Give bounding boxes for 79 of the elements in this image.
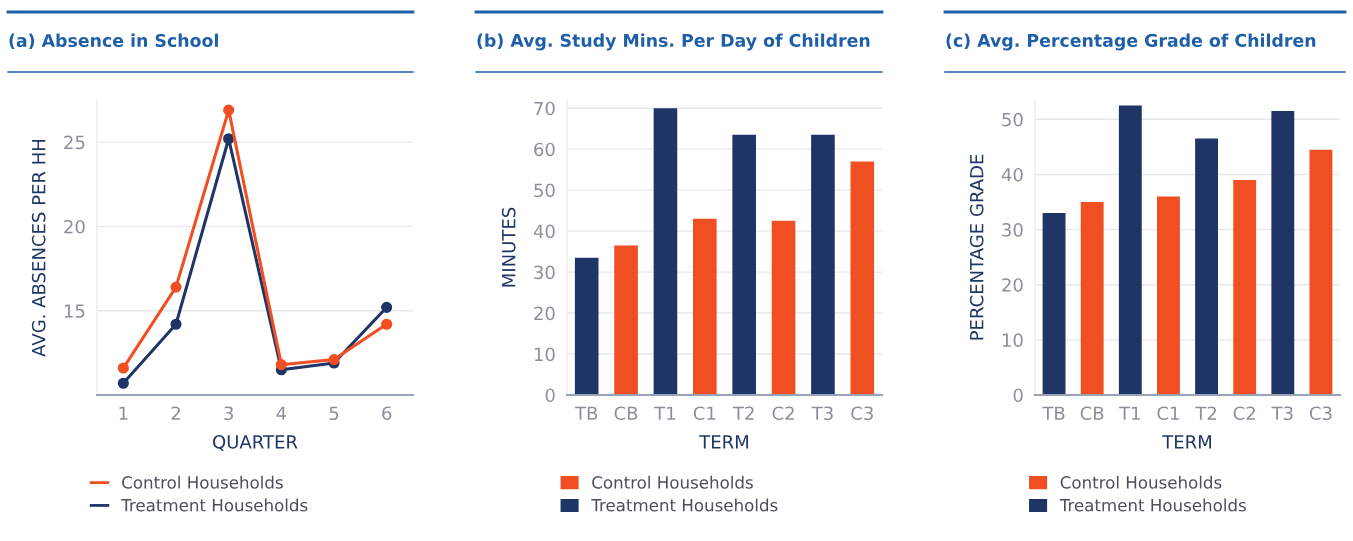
- point: [117, 377, 129, 389]
- bar: [1233, 179, 1257, 395]
- x-tick-label: T3: [1271, 406, 1293, 421]
- bar: [1309, 149, 1333, 395]
- bar: [1195, 138, 1218, 395]
- point: [223, 104, 235, 116]
- y-axis-title: MINUTES: [501, 207, 516, 287]
- y-tick-label: 50: [1002, 112, 1023, 127]
- y-axis-title: AVG. ABSENCES PER HH: [31, 139, 46, 357]
- y-tick-label: 15: [64, 304, 85, 318]
- bar: [653, 108, 678, 395]
- legend-label: Treatment Households: [591, 498, 778, 512]
- y-tick-label: 50: [534, 183, 555, 198]
- x-tick-label: C2: [1233, 406, 1255, 421]
- legend-label: Control Households: [1060, 475, 1222, 489]
- y-tick-label: 20: [64, 219, 85, 234]
- x-tick-label: CB: [614, 406, 638, 421]
- x-tick-label: T3: [811, 406, 833, 421]
- bar: [1271, 111, 1295, 395]
- x-tick-label: C2: [772, 406, 794, 421]
- bar: [574, 257, 599, 395]
- chart-title: (a) Absence in School: [9, 33, 218, 50]
- bar: [850, 161, 875, 395]
- bar: [1042, 213, 1066, 395]
- x-tick-label: CB: [1080, 406, 1104, 421]
- y-tick-label: 25: [64, 135, 85, 150]
- x-tick-label: TB: [574, 406, 598, 420]
- y-tick-label: 40: [533, 224, 555, 239]
- x-tick-label: TB: [1042, 406, 1065, 420]
- x-tick-label: T1: [1119, 406, 1140, 420]
- y-tick-label: 20: [534, 306, 555, 321]
- y-tick-label: 30: [1002, 223, 1023, 237]
- bar: [614, 245, 638, 395]
- bar: [1080, 202, 1104, 395]
- y-tick-label: 10: [534, 347, 555, 362]
- point: [381, 301, 393, 313]
- chart-title: (b) Avg. Study Mins. Per Day of Children: [477, 33, 870, 51]
- y-tick-label: 10: [1002, 333, 1023, 347]
- x-axis-title: TERM: [699, 435, 749, 449]
- bar: [693, 218, 717, 395]
- point: [170, 281, 182, 293]
- x-tick-label: C3: [1309, 406, 1332, 421]
- x-tick-label: 4: [276, 406, 287, 420]
- x-axis-title: QUARTER: [213, 435, 298, 451]
- x-tick-label: C1: [1157, 406, 1179, 421]
- x-tick-label: C3: [851, 406, 873, 421]
- x-tick-label: T2: [1195, 406, 1217, 420]
- x-tick-label: T1: [654, 406, 676, 420]
- x-tick-label: T2: [732, 406, 754, 420]
- x-tick-label: 3: [224, 406, 233, 421]
- legend-label: Control Households: [592, 475, 753, 489]
- bar: [1157, 196, 1180, 395]
- y-tick-label: 0: [1013, 388, 1023, 403]
- point: [381, 318, 393, 330]
- point: [275, 359, 287, 371]
- y-tick-label: 0: [545, 388, 555, 403]
- x-axis-title: TERM: [1162, 435, 1212, 449]
- y-tick-label: 70: [534, 101, 555, 116]
- point: [170, 318, 182, 330]
- bar: [732, 134, 756, 395]
- point: [117, 362, 129, 374]
- bar: [771, 220, 796, 395]
- chart-title: (c) Avg. Percentage Grade of Children: [946, 33, 1316, 51]
- x-tick-label: 6: [382, 406, 392, 421]
- y-tick-label: 60: [534, 142, 555, 157]
- bar: [811, 134, 835, 395]
- legend-label: Control Households: [122, 475, 283, 489]
- x-tick-label: 5: [329, 406, 339, 421]
- y-axis-title: PERCENTAGE GRADE: [969, 154, 984, 340]
- x-tick-label: C1: [693, 406, 716, 421]
- legend-label: Treatment Households: [1059, 498, 1246, 512]
- y-tick-label: 40: [1001, 167, 1023, 182]
- point: [223, 133, 235, 145]
- legend-label: Treatment Households: [121, 498, 308, 512]
- y-tick-label: 20: [1002, 278, 1023, 292]
- bar: [1118, 105, 1142, 395]
- x-tick-label: 2: [171, 406, 180, 420]
- x-tick-label: 1: [119, 406, 128, 420]
- y-tick-label: 30: [534, 265, 555, 280]
